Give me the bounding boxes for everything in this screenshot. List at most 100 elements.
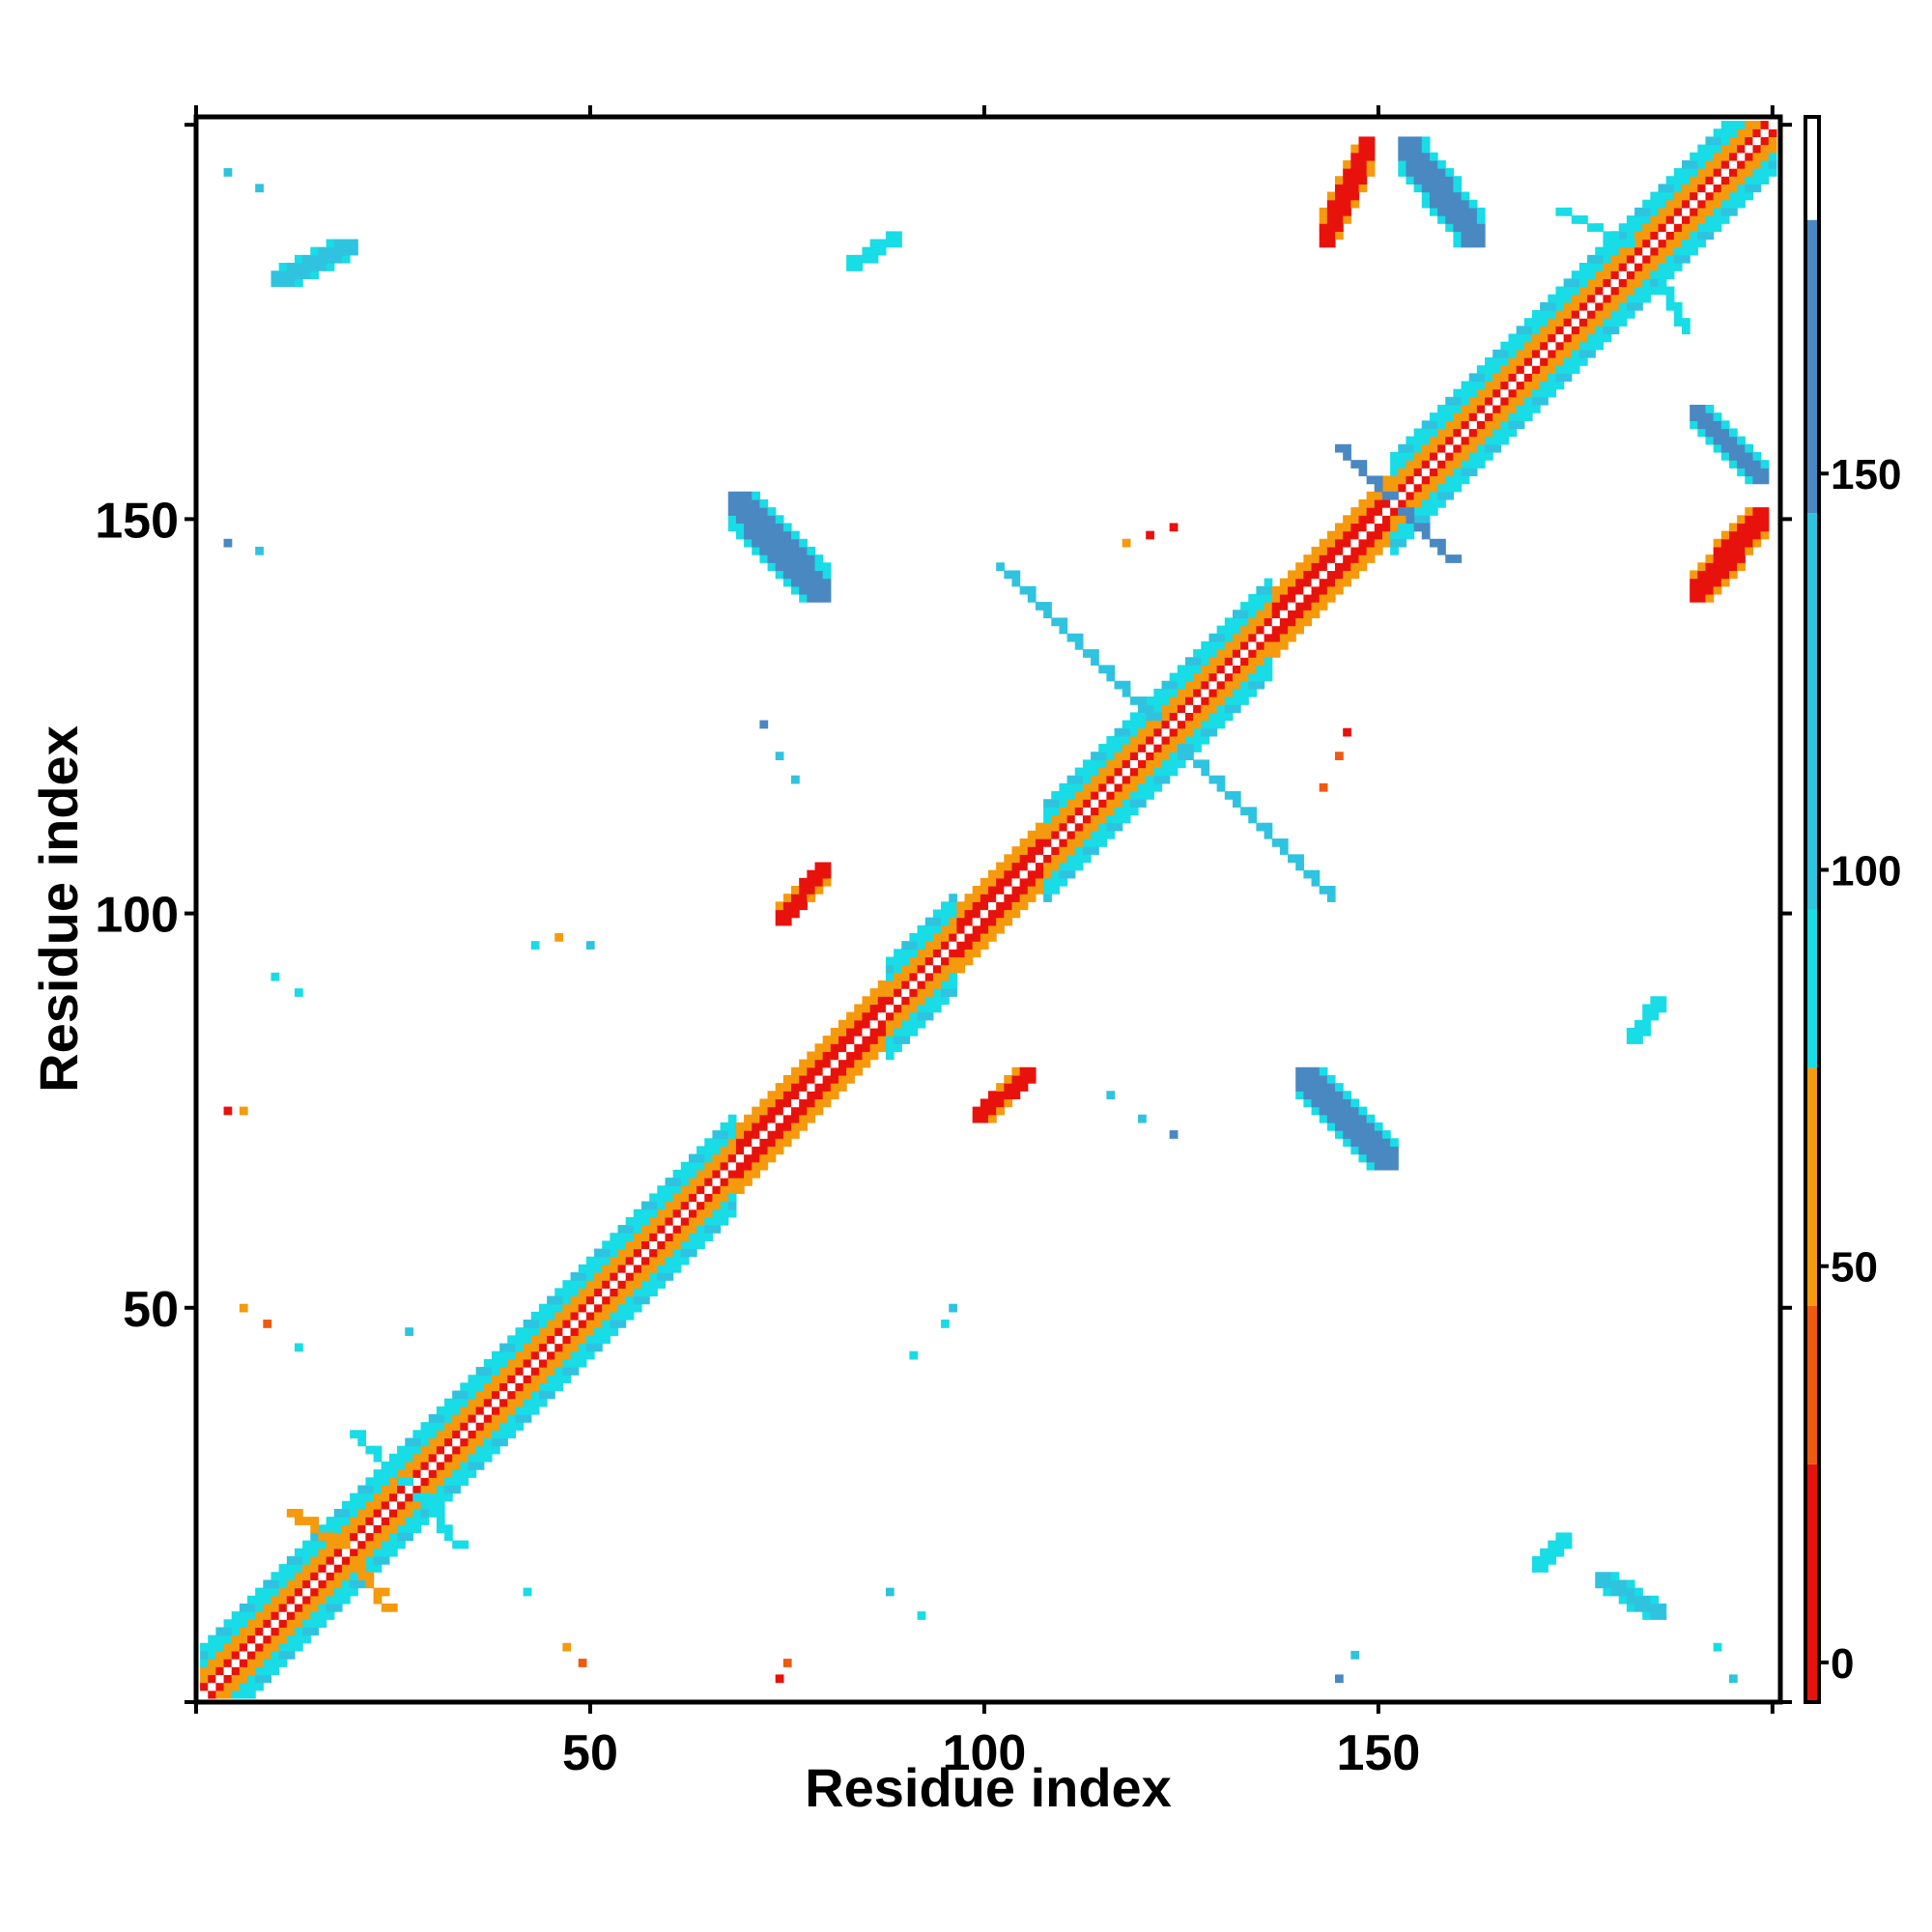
heat-cell — [1201, 688, 1210, 697]
heat-cell — [1587, 301, 1596, 311]
heat-cell — [752, 1106, 760, 1116]
heat-cell — [1563, 318, 1573, 327]
heat-cell — [949, 932, 957, 942]
heat-cell — [1169, 767, 1179, 777]
heat-cell — [1508, 396, 1518, 406]
heat-cell — [1500, 436, 1510, 445]
heat-cell — [1508, 341, 1518, 351]
heat-cell — [1122, 814, 1131, 824]
heat-cell — [1043, 869, 1052, 879]
heat-cell — [1713, 223, 1722, 232]
heat-cell — [885, 1043, 895, 1053]
heat-cell — [436, 1500, 445, 1510]
heat-cell — [617, 1233, 627, 1241]
heat-cell — [294, 1564, 303, 1573]
heat-cell — [491, 1375, 500, 1383]
heat-cell — [350, 1532, 358, 1542]
heat-cell — [1673, 246, 1683, 256]
heat-cell — [318, 1603, 327, 1612]
heat-cell — [1673, 301, 1683, 311]
heat-cell — [468, 1445, 477, 1455]
heat-cell — [782, 1114, 792, 1123]
heat-cell — [759, 515, 769, 525]
heat-cell — [294, 1634, 303, 1644]
heat-cell — [980, 894, 989, 902]
heat-cell — [1106, 665, 1116, 674]
heat-cell — [1271, 610, 1281, 619]
heat-cell — [1019, 846, 1029, 855]
heat-cell — [562, 1642, 572, 1652]
heat-cell — [775, 570, 784, 580]
heat-cell — [460, 1390, 469, 1400]
heat-cell — [1153, 735, 1163, 745]
heat-cell — [530, 1390, 540, 1400]
heat-cell — [436, 1477, 445, 1487]
heat-cell — [1240, 680, 1249, 690]
heat-cell — [846, 1074, 855, 1084]
heat-cell — [1208, 727, 1218, 737]
heat-cell — [988, 924, 997, 934]
heat-cell — [231, 1674, 241, 1684]
heat-cell — [373, 1508, 383, 1518]
heat-cell — [286, 1634, 296, 1644]
heat-cell — [1091, 775, 1099, 784]
heat-cell — [1279, 625, 1289, 635]
heat-cell — [1728, 460, 1738, 469]
heat-cell — [452, 1437, 461, 1447]
heat-cell — [397, 1517, 406, 1525]
heat-cell — [1311, 1066, 1321, 1076]
heat-cell — [1713, 428, 1722, 438]
heat-cell — [744, 1122, 753, 1131]
heat-cell — [791, 530, 800, 540]
heat-cell — [744, 1169, 753, 1179]
heat-cell — [1138, 704, 1147, 713]
heat-cell — [1421, 152, 1431, 161]
heat-cell — [1618, 246, 1628, 256]
heat-cell — [1642, 1019, 1651, 1029]
heat-cell — [727, 1153, 737, 1163]
heat-cell — [412, 1500, 422, 1510]
heat-cell — [1713, 546, 1722, 555]
heat-cell — [1476, 381, 1486, 390]
heat-cell — [1563, 207, 1573, 216]
heat-cell — [1728, 1674, 1738, 1684]
heat-cell — [1610, 1587, 1620, 1597]
heat-cell — [1208, 672, 1218, 682]
heat-cell — [727, 1146, 737, 1155]
heat-cell — [1540, 341, 1548, 351]
heat-cell — [444, 1461, 453, 1470]
heat-cell — [1690, 223, 1698, 232]
heat-cell — [1319, 1106, 1328, 1116]
heat-cell — [1421, 144, 1431, 154]
heat-cell — [1697, 215, 1707, 224]
heat-cell — [1421, 498, 1431, 508]
heat-cell — [530, 1311, 540, 1321]
heat-cell — [727, 1138, 737, 1148]
heat-cell — [799, 1066, 808, 1076]
heat-cell — [397, 1469, 406, 1478]
heat-cell — [1516, 349, 1525, 358]
heat-cell — [263, 1634, 272, 1644]
heat-cell — [468, 1430, 477, 1439]
heat-cell — [894, 996, 902, 1006]
heat-cell — [838, 1019, 847, 1029]
heat-cell — [610, 1311, 619, 1321]
heat-cell — [1184, 752, 1194, 760]
heat-cell — [657, 1272, 667, 1281]
heat-cell — [1343, 215, 1351, 224]
heat-cell — [1720, 436, 1730, 445]
heat-cell — [475, 1390, 485, 1400]
heat-cell — [996, 901, 1005, 911]
heat-cell — [1335, 562, 1344, 572]
heat-cell — [1138, 744, 1147, 753]
heat-cell — [1035, 854, 1044, 864]
heat-cell — [775, 546, 784, 555]
heat-cell — [617, 1280, 627, 1289]
heat-cell — [1461, 468, 1470, 477]
heat-cell — [1271, 593, 1281, 603]
heat-cell — [956, 956, 966, 966]
heat-cell — [901, 980, 911, 989]
heat-cell — [1051, 799, 1061, 808]
heat-cell — [1737, 199, 1746, 209]
heat-cell — [917, 988, 926, 997]
